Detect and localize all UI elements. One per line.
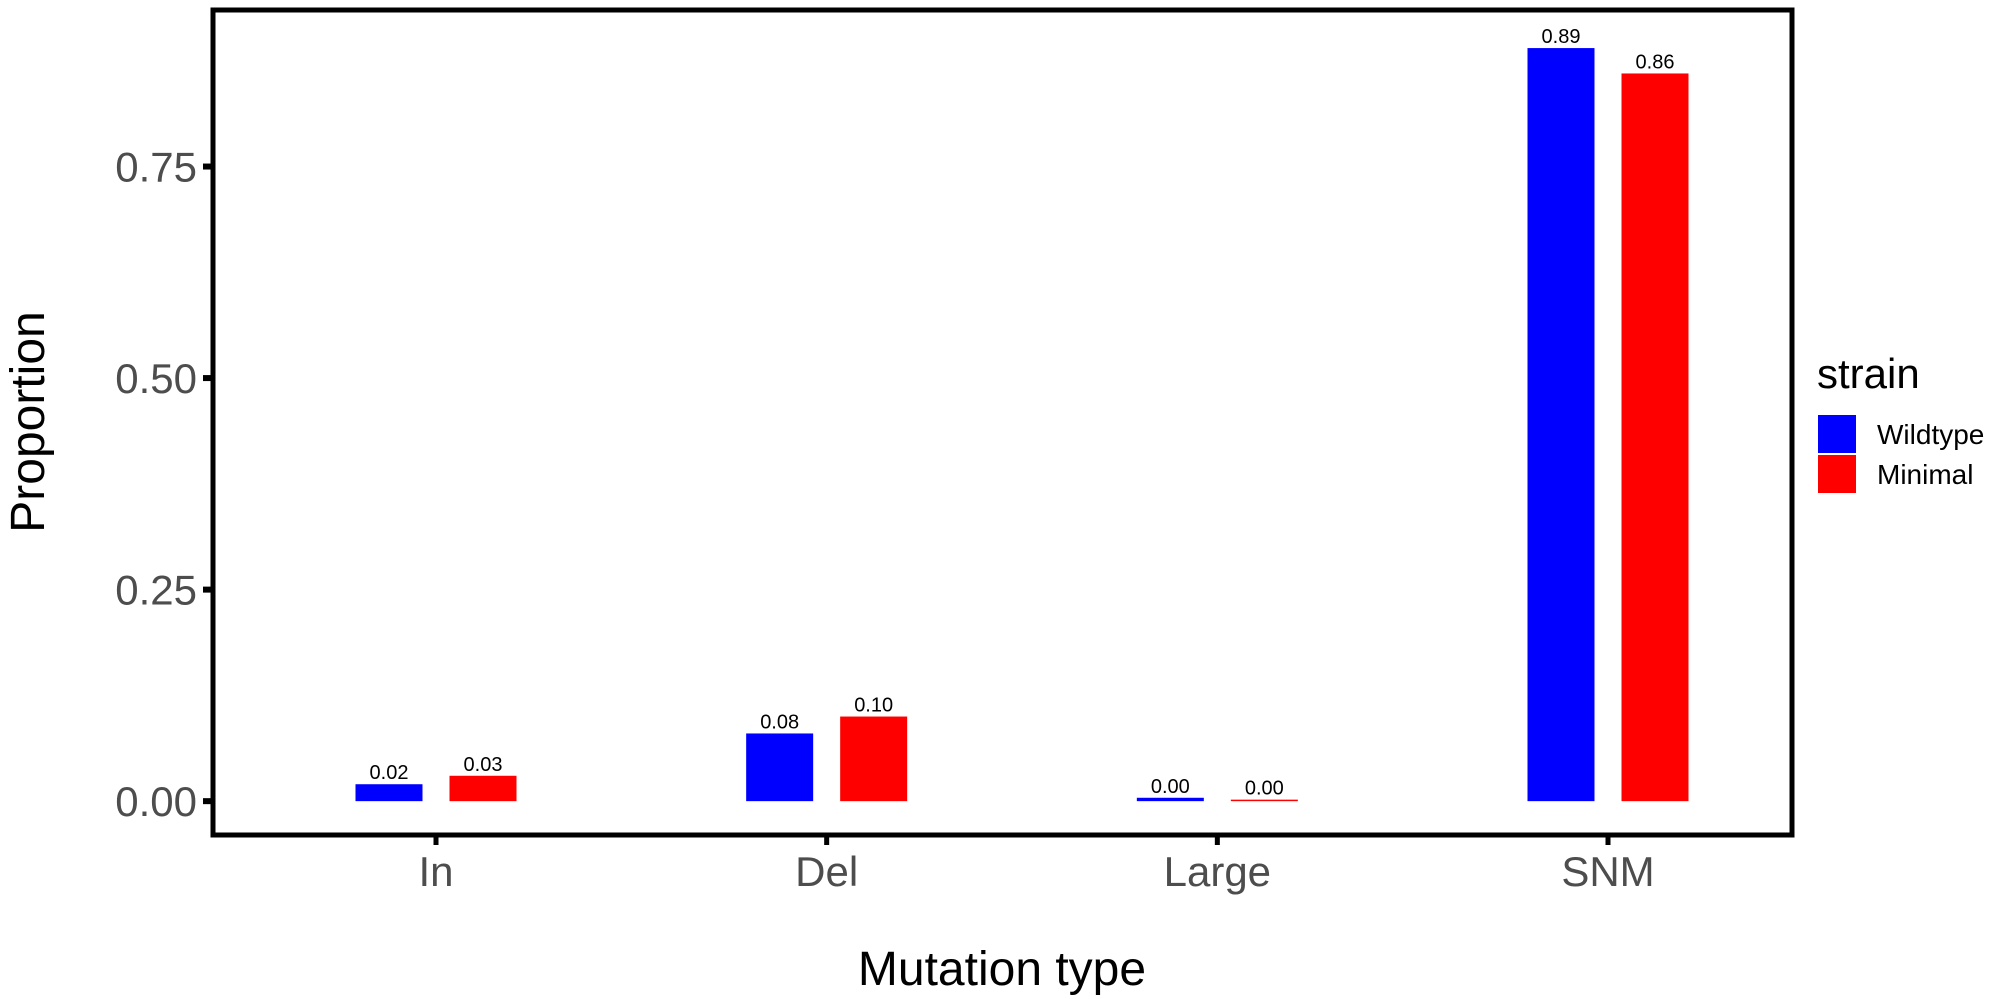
y-axis-ticks: 0.00 0.25 0.50 0.75 — [115, 144, 213, 825]
y-tick-label: 0.75 — [115, 144, 197, 191]
bar-minimal-large — [1230, 799, 1298, 802]
data-label-minimal-large: 0.00 — [1245, 778, 1284, 800]
bar-minimal-in — [449, 775, 517, 802]
y-tick-label: 0.50 — [115, 355, 197, 402]
legend-key-minimal — [1818, 455, 1856, 493]
y-tick-label: 0.00 — [115, 778, 197, 825]
y-tick-label: 0.25 — [115, 567, 197, 614]
x-axis-ticks: In Del Large SNM — [418, 835, 1655, 895]
legend-title: strain — [1817, 350, 1920, 397]
plot-panel-border — [210, 7, 1795, 838]
data-label-wildtype-snm: 0.89 — [1542, 26, 1581, 48]
bar-wildtype-del — [746, 733, 814, 802]
data-label-minimal-in: 0.03 — [464, 754, 503, 776]
x-tick-label-del: Del — [795, 848, 858, 895]
x-axis-title: Mutation type — [858, 943, 1146, 996]
data-label-wildtype-large: 0.00 — [1151, 776, 1190, 798]
data-label-wildtype-in: 0.02 — [370, 762, 409, 784]
legend-key-wildtype — [1818, 415, 1856, 453]
x-tick-label-in: In — [418, 848, 453, 895]
bar-minimal-del — [840, 716, 908, 802]
bar-minimal-snm — [1621, 73, 1689, 802]
legend-label-minimal: Minimal — [1877, 459, 1973, 490]
data-label-wildtype-del: 0.08 — [760, 711, 799, 733]
bar-wildtype-snm — [1527, 48, 1595, 802]
bars-layer: 0.02 0.08 0.00 0.89 0.03 0.10 0.00 0.86 — [355, 26, 1689, 802]
x-tick-label-large: Large — [1164, 848, 1271, 895]
y-axis-title: Proportion — [2, 311, 55, 532]
bar-wildtype-large — [1136, 797, 1204, 802]
legend: strain Wildtype Minimal — [1817, 350, 1984, 493]
x-tick-label-snm: SNM — [1561, 848, 1654, 895]
data-label-minimal-snm: 0.86 — [1636, 51, 1675, 73]
data-label-minimal-del: 0.10 — [854, 695, 893, 717]
legend-label-wildtype: Wildtype — [1877, 419, 1984, 450]
bar-wildtype-in — [355, 784, 423, 802]
